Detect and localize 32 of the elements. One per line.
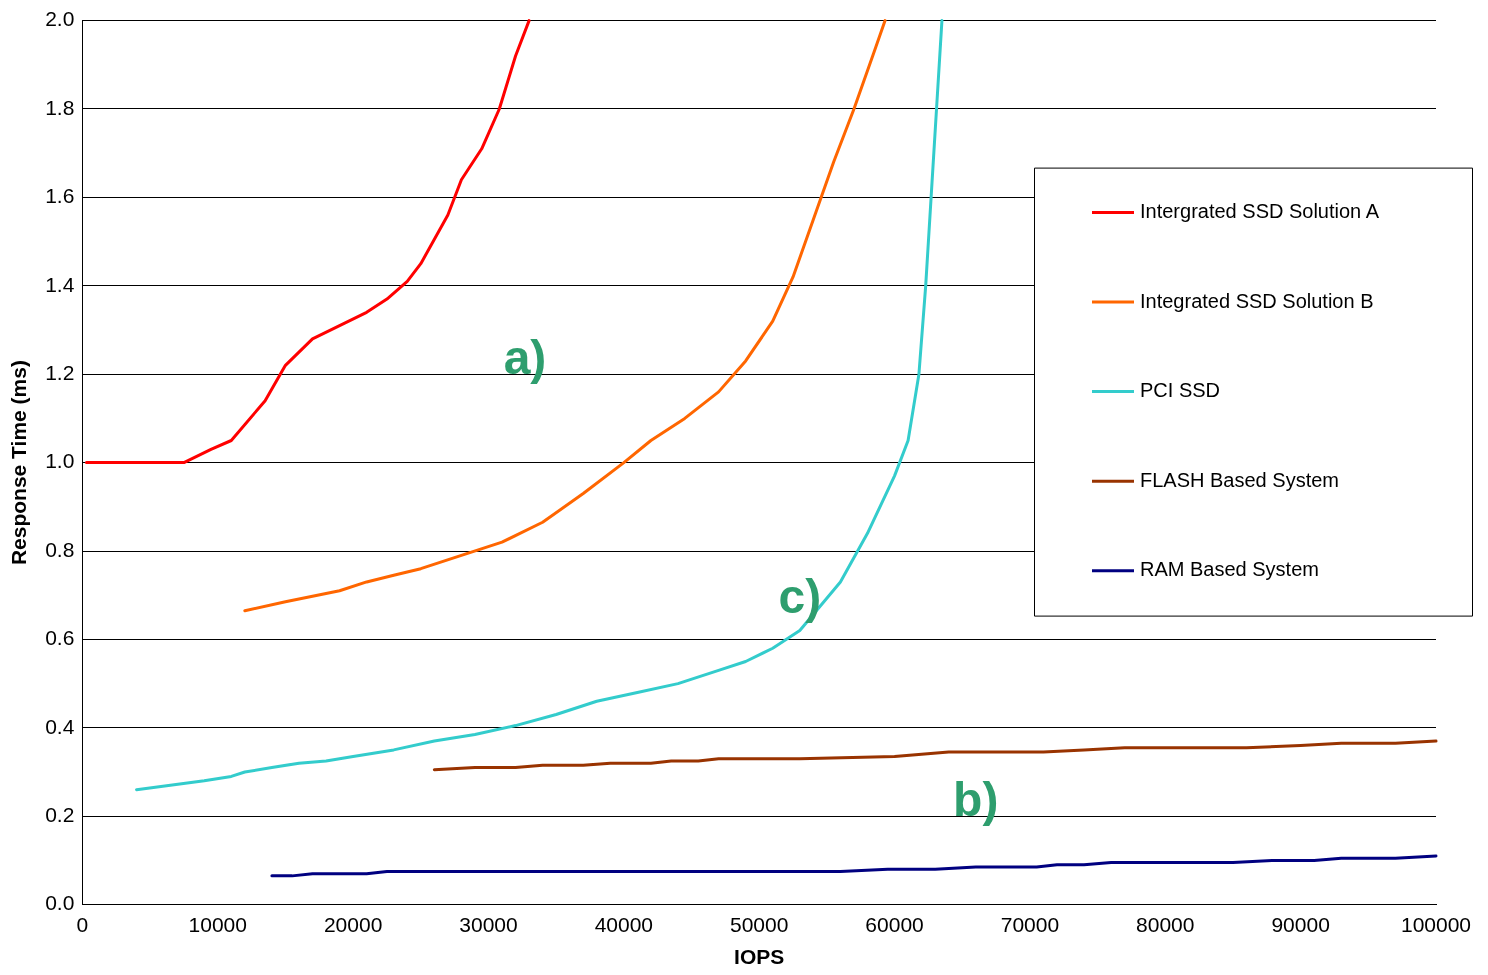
x-tick-label: 30000 [459, 913, 518, 936]
y-tick-label: 1.6 [45, 184, 75, 208]
legend-label: Intergrated SSD Solution A [1140, 199, 1380, 222]
x-tick-label: 40000 [594, 913, 654, 936]
y-tick-label: 2.0 [45, 7, 75, 31]
y-tick-label: 1.0 [45, 449, 75, 473]
x-tick-label: 0 [76, 913, 89, 936]
annotation: b) [953, 773, 999, 827]
x-tick-label: 90000 [1271, 913, 1330, 936]
y-tick-label: 1.2 [45, 361, 75, 384]
y-axis-title: Response Time (ms) [7, 360, 31, 566]
y-tick-label: 1.8 [45, 95, 75, 119]
y-tick-label: 1.4 [45, 272, 75, 296]
x-tick-label: 70000 [1000, 913, 1060, 936]
x-tick-label: 20000 [323, 913, 383, 936]
x-axis-title: IOPS [734, 945, 785, 969]
x-tick-label: 60000 [865, 913, 924, 936]
x-tick-label: 100000 [1400, 913, 1472, 936]
legend-label: FLASH Based System [1140, 468, 1339, 491]
y-tick-label: 0.2 [45, 803, 75, 826]
legend-label: PCI SSD [1140, 379, 1221, 402]
x-tick-label: 10000 [188, 913, 247, 936]
x-tick-label: 80000 [1136, 913, 1195, 936]
y-tick-label: 0.4 [45, 714, 75, 738]
annotation: c) [778, 569, 822, 623]
annotation: a) [503, 331, 547, 385]
y-tick-label: 0.8 [45, 537, 75, 561]
x-tick-label: 50000 [729, 913, 789, 936]
y-tick-label: 0.0 [45, 891, 75, 915]
legend-label: Integrated SSD Solution B [1140, 289, 1374, 312]
legend-label: RAM Based System [1140, 558, 1319, 581]
y-tick-label: 0.6 [45, 626, 75, 650]
